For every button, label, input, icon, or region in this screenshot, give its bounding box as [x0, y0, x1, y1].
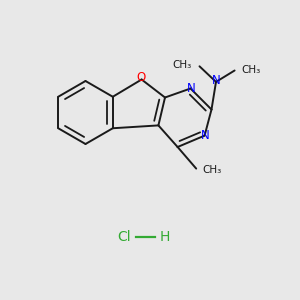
Text: CH₃: CH₃ [203, 165, 222, 175]
Text: N: N [201, 129, 210, 142]
Text: CH₃: CH₃ [241, 64, 260, 75]
Text: CH₃: CH₃ [173, 60, 192, 70]
Text: H: H [159, 230, 170, 244]
Text: O: O [136, 71, 146, 84]
Text: N: N [212, 74, 220, 87]
Text: Cl: Cl [118, 230, 131, 244]
Text: N: N [187, 82, 196, 95]
